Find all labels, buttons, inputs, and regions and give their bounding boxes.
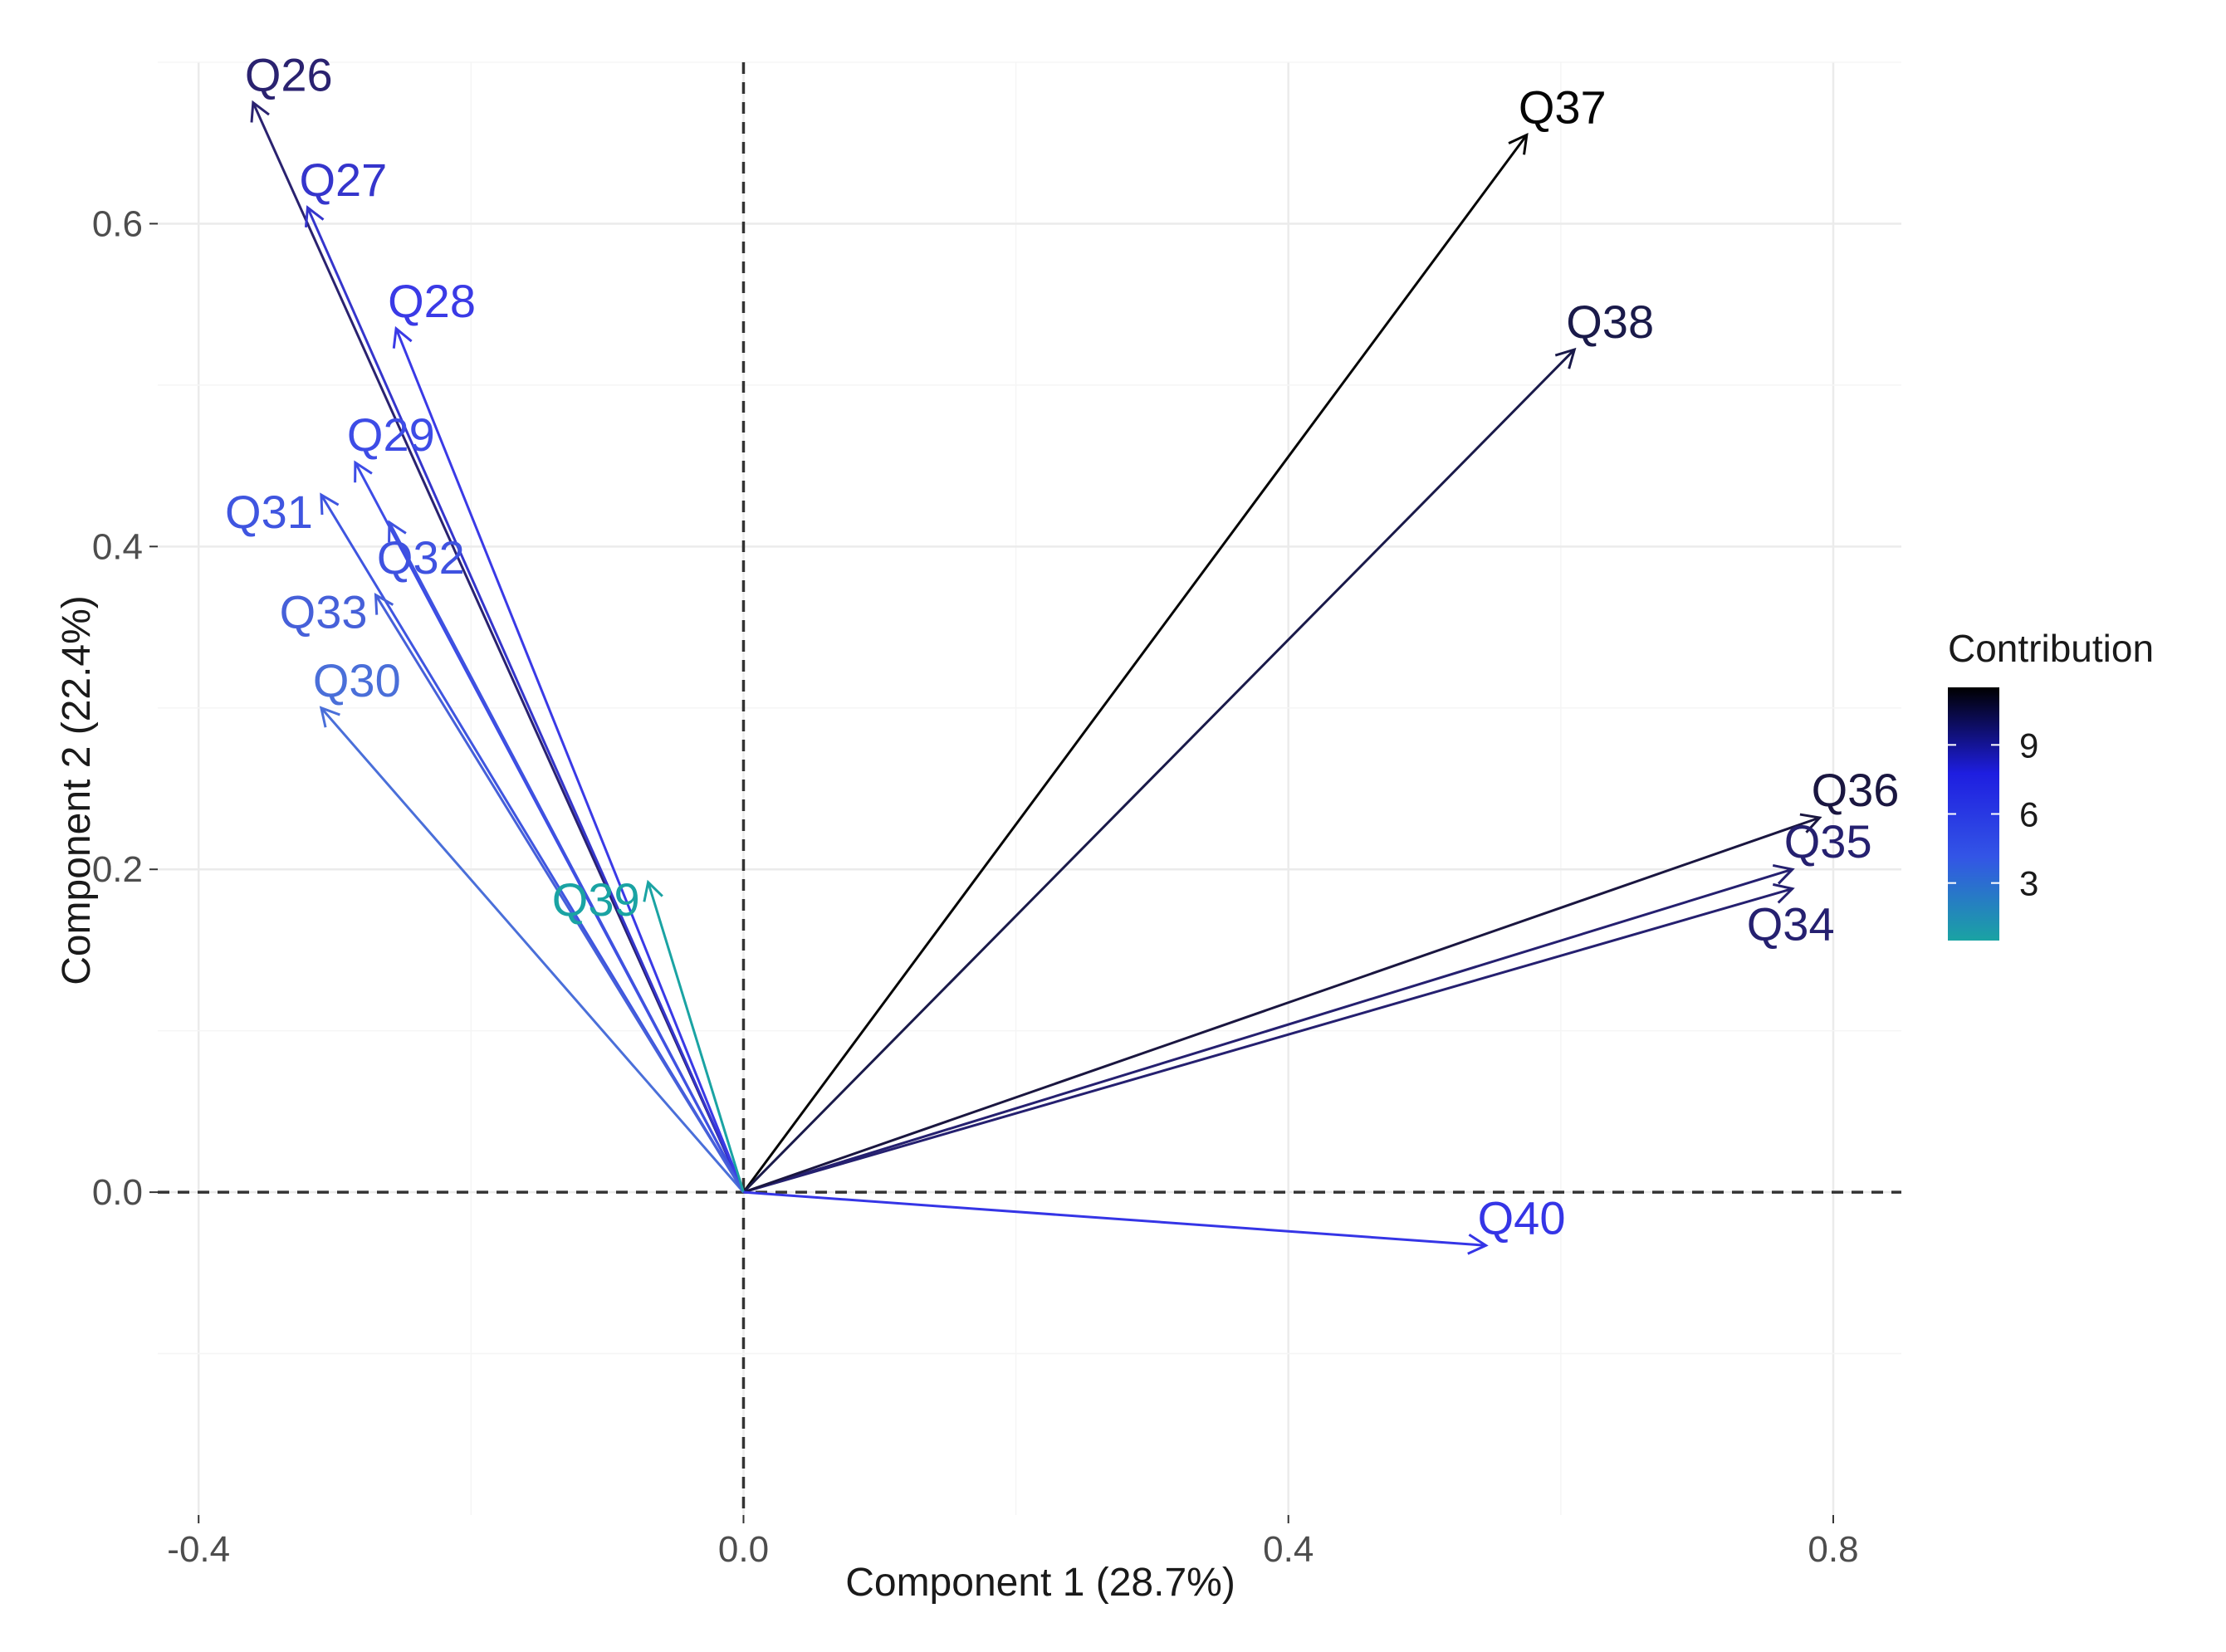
arrow-q38 bbox=[742, 347, 1577, 1194]
legend-tick-label: 3 bbox=[2019, 864, 2038, 903]
arrow-head bbox=[1467, 1234, 1489, 1255]
arrow-shaft bbox=[388, 521, 745, 1193]
legend-title: Contribution bbox=[1948, 627, 2154, 670]
reference-lines bbox=[158, 62, 1901, 1515]
arrow-head bbox=[354, 460, 373, 483]
legend-ticks: 3 6 9 bbox=[1948, 726, 2038, 903]
arrow-head bbox=[1554, 347, 1577, 369]
grid-lines bbox=[158, 61, 1901, 1515]
arrow-head bbox=[320, 492, 340, 516]
arrow-shaft bbox=[743, 887, 1793, 1194]
variable-label-q33: Q33 bbox=[280, 586, 368, 638]
variable-label-q26: Q26 bbox=[245, 49, 333, 101]
arrow-q36 bbox=[742, 813, 1822, 1194]
x-axis-title: Component 1 (28.7%) bbox=[845, 1561, 1235, 1605]
arrow-q37 bbox=[742, 132, 1529, 1194]
y-axis-ticks: 0.0 0.2 0.4 0.6 bbox=[92, 203, 158, 1213]
arrow-head bbox=[319, 706, 340, 728]
arrow-head bbox=[1799, 813, 1822, 833]
arrow-head bbox=[374, 593, 394, 615]
variable-label-q30: Q30 bbox=[313, 654, 401, 706]
variable-label-q39: Q39 bbox=[552, 873, 640, 926]
arrow-shaft bbox=[374, 594, 745, 1193]
y-tick-label: 0.6 bbox=[92, 203, 143, 244]
arrow-q32 bbox=[388, 520, 745, 1193]
y-axis-title: Component 2 (22.4%) bbox=[55, 595, 99, 985]
variable-label-q31: Q31 bbox=[225, 486, 313, 538]
variable-arrows bbox=[250, 100, 1822, 1255]
variable-label-q38: Q38 bbox=[1566, 296, 1654, 348]
arrow-head bbox=[1772, 882, 1795, 904]
arrow-shaft bbox=[647, 882, 745, 1193]
contribution-legend: Contribution 3 6 9 bbox=[1948, 627, 2154, 941]
variable-label-q29: Q29 bbox=[347, 408, 435, 461]
arrow-head bbox=[643, 879, 663, 902]
y-tick-label: 0.2 bbox=[92, 849, 143, 890]
x-tick-label: 0.4 bbox=[1263, 1529, 1314, 1570]
arrow-shaft bbox=[742, 134, 1529, 1194]
arrow-shaft bbox=[394, 328, 745, 1193]
x-tick-label: 0.8 bbox=[1808, 1529, 1858, 1570]
legend-tick-label: 9 bbox=[2019, 726, 2038, 765]
arrow-q35 bbox=[743, 863, 1795, 1194]
arrow-q39 bbox=[643, 879, 745, 1193]
x-tick-label: -0.4 bbox=[167, 1529, 230, 1570]
arrow-head bbox=[392, 325, 413, 349]
arrow-shaft bbox=[742, 816, 1821, 1194]
arrow-shaft bbox=[743, 1190, 1486, 1247]
arrow-shaft bbox=[743, 868, 1793, 1194]
x-tick-label: 0.0 bbox=[718, 1529, 769, 1570]
arrow-shaft bbox=[320, 706, 745, 1194]
variable-label-q28: Q28 bbox=[388, 275, 476, 327]
arrow-head bbox=[1508, 132, 1529, 155]
variable-label-q34: Q34 bbox=[1747, 898, 1835, 951]
legend-colorbar bbox=[1948, 687, 1999, 941]
arrow-shaft bbox=[742, 349, 1576, 1194]
arrow-q27 bbox=[304, 205, 745, 1193]
arrow-q40 bbox=[743, 1190, 1489, 1255]
arrow-q34 bbox=[743, 882, 1795, 1194]
arrow-head bbox=[304, 205, 325, 228]
legend-tick-label: 6 bbox=[2019, 795, 2038, 834]
arrow-head bbox=[250, 100, 270, 123]
variable-label-q37: Q37 bbox=[1519, 81, 1607, 134]
arrow-head bbox=[1772, 863, 1795, 885]
variable-label-q35: Q35 bbox=[1784, 815, 1872, 868]
arrow-q28 bbox=[392, 325, 745, 1193]
y-tick-label: 0.4 bbox=[92, 526, 143, 567]
variable-label-q40: Q40 bbox=[1478, 1191, 1566, 1244]
arrow-q26 bbox=[250, 100, 745, 1193]
variable-label-q27: Q27 bbox=[299, 154, 387, 206]
arrow-q30 bbox=[319, 706, 745, 1194]
y-tick-label: 0.0 bbox=[92, 1172, 143, 1213]
arrow-q33 bbox=[374, 593, 745, 1193]
variable-label-q36: Q36 bbox=[1812, 764, 1900, 816]
arrow-shaft bbox=[306, 207, 745, 1193]
x-axis-ticks: -0.4 0.0 0.4 0.8 bbox=[167, 1515, 1859, 1570]
arrow-head bbox=[388, 520, 407, 543]
variable-label-q32: Q32 bbox=[377, 531, 465, 584]
